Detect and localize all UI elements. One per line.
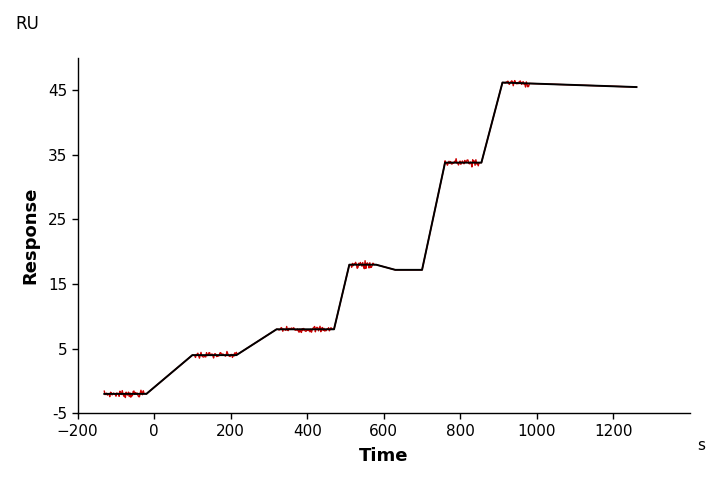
Text: RU: RU: [15, 15, 39, 33]
Text: s: s: [697, 438, 705, 453]
Y-axis label: Response: Response: [22, 187, 40, 284]
X-axis label: Time: Time: [359, 447, 408, 465]
